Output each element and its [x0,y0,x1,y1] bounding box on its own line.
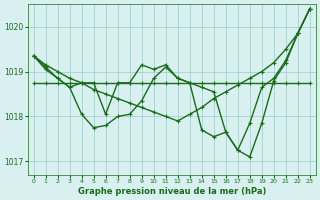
X-axis label: Graphe pression niveau de la mer (hPa): Graphe pression niveau de la mer (hPa) [77,187,266,196]
